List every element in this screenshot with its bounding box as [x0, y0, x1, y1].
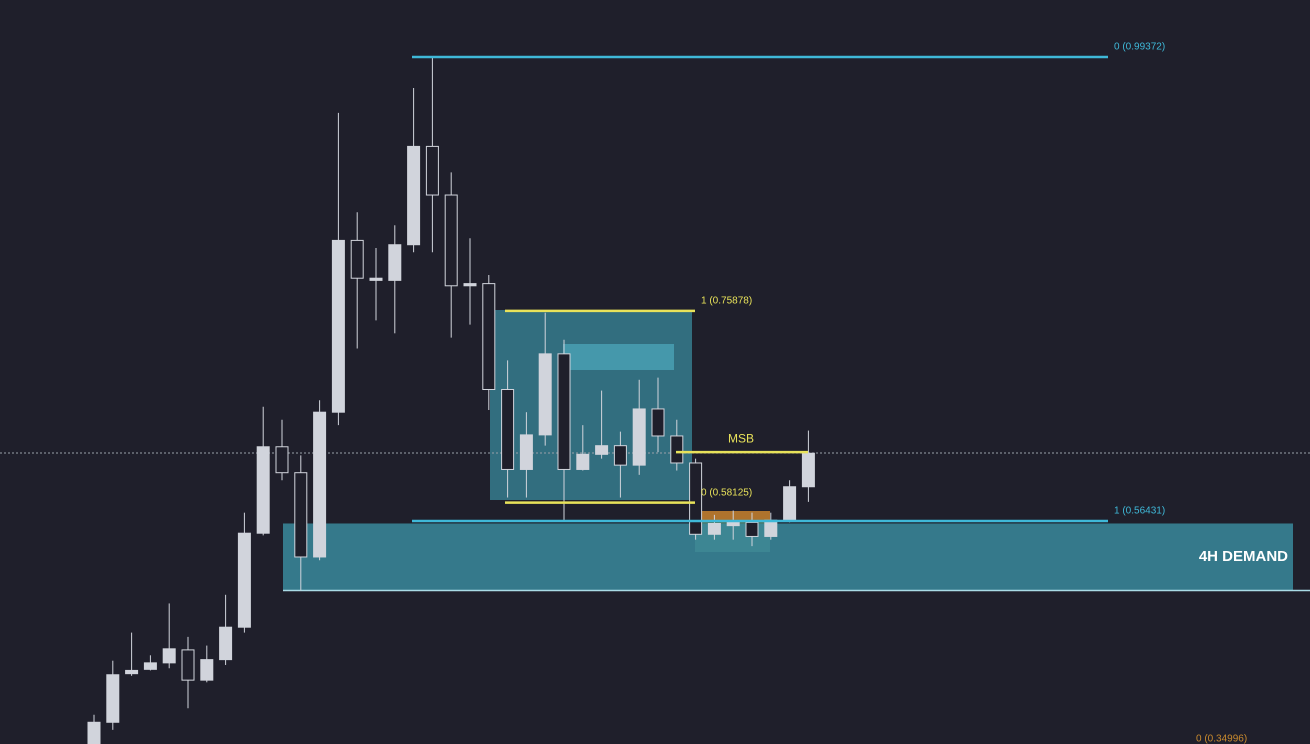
- candle-down: [425, 145, 439, 196]
- candle-down: [670, 435, 684, 464]
- candle-up: [388, 244, 402, 281]
- order-block: [695, 511, 770, 522]
- candle-down: [350, 239, 364, 279]
- fib-label: 1 (0.75878): [701, 296, 752, 307]
- fib-label: 0 (0.99372): [1114, 42, 1165, 53]
- candle-up: [407, 145, 421, 246]
- fib-label: 0 (0.34996): [1196, 734, 1247, 744]
- candle-up: [463, 283, 477, 287]
- candle-down: [275, 446, 289, 474]
- candle-up: [256, 446, 270, 534]
- candle-down: [613, 445, 627, 466]
- candle-up: [237, 532, 251, 628]
- candle-up: [783, 486, 797, 521]
- candle-up: [106, 674, 120, 723]
- demand-label: 4H DEMAND: [1199, 548, 1288, 565]
- candle-up: [219, 626, 233, 661]
- candle-down: [181, 649, 195, 681]
- inner-box: [563, 344, 674, 370]
- candle-up: [764, 519, 778, 537]
- candle-up: [576, 453, 590, 470]
- candle-down: [557, 353, 571, 470]
- candle-up: [369, 277, 383, 281]
- candle-up: [162, 648, 176, 664]
- candle-up: [143, 662, 157, 670]
- candle-down: [689, 462, 703, 535]
- candle-up: [125, 669, 139, 675]
- fib-label: 1 (0.56431): [1114, 506, 1165, 517]
- candle-down: [501, 389, 515, 470]
- demand-zone: [283, 523, 1293, 591]
- candle-up: [313, 411, 327, 558]
- candle-up: [200, 659, 214, 681]
- msb-label: MSB: [728, 431, 754, 445]
- candle-down: [482, 283, 496, 391]
- candle-down: [294, 472, 308, 558]
- candle-up: [87, 721, 101, 744]
- candle-up: [632, 408, 646, 466]
- candle-down: [444, 194, 458, 287]
- candle-down: [651, 408, 665, 437]
- candle-up: [801, 452, 815, 488]
- candle-up: [538, 353, 552, 436]
- candle-up: [595, 445, 609, 455]
- candle-up: [707, 522, 721, 535]
- range-box: [490, 310, 692, 500]
- candle-up: [519, 434, 533, 470]
- candle-up: [726, 521, 740, 527]
- candle-down: [745, 521, 759, 537]
- candle-up: [331, 239, 345, 413]
- fib-label: 0 (0.58125): [701, 487, 752, 498]
